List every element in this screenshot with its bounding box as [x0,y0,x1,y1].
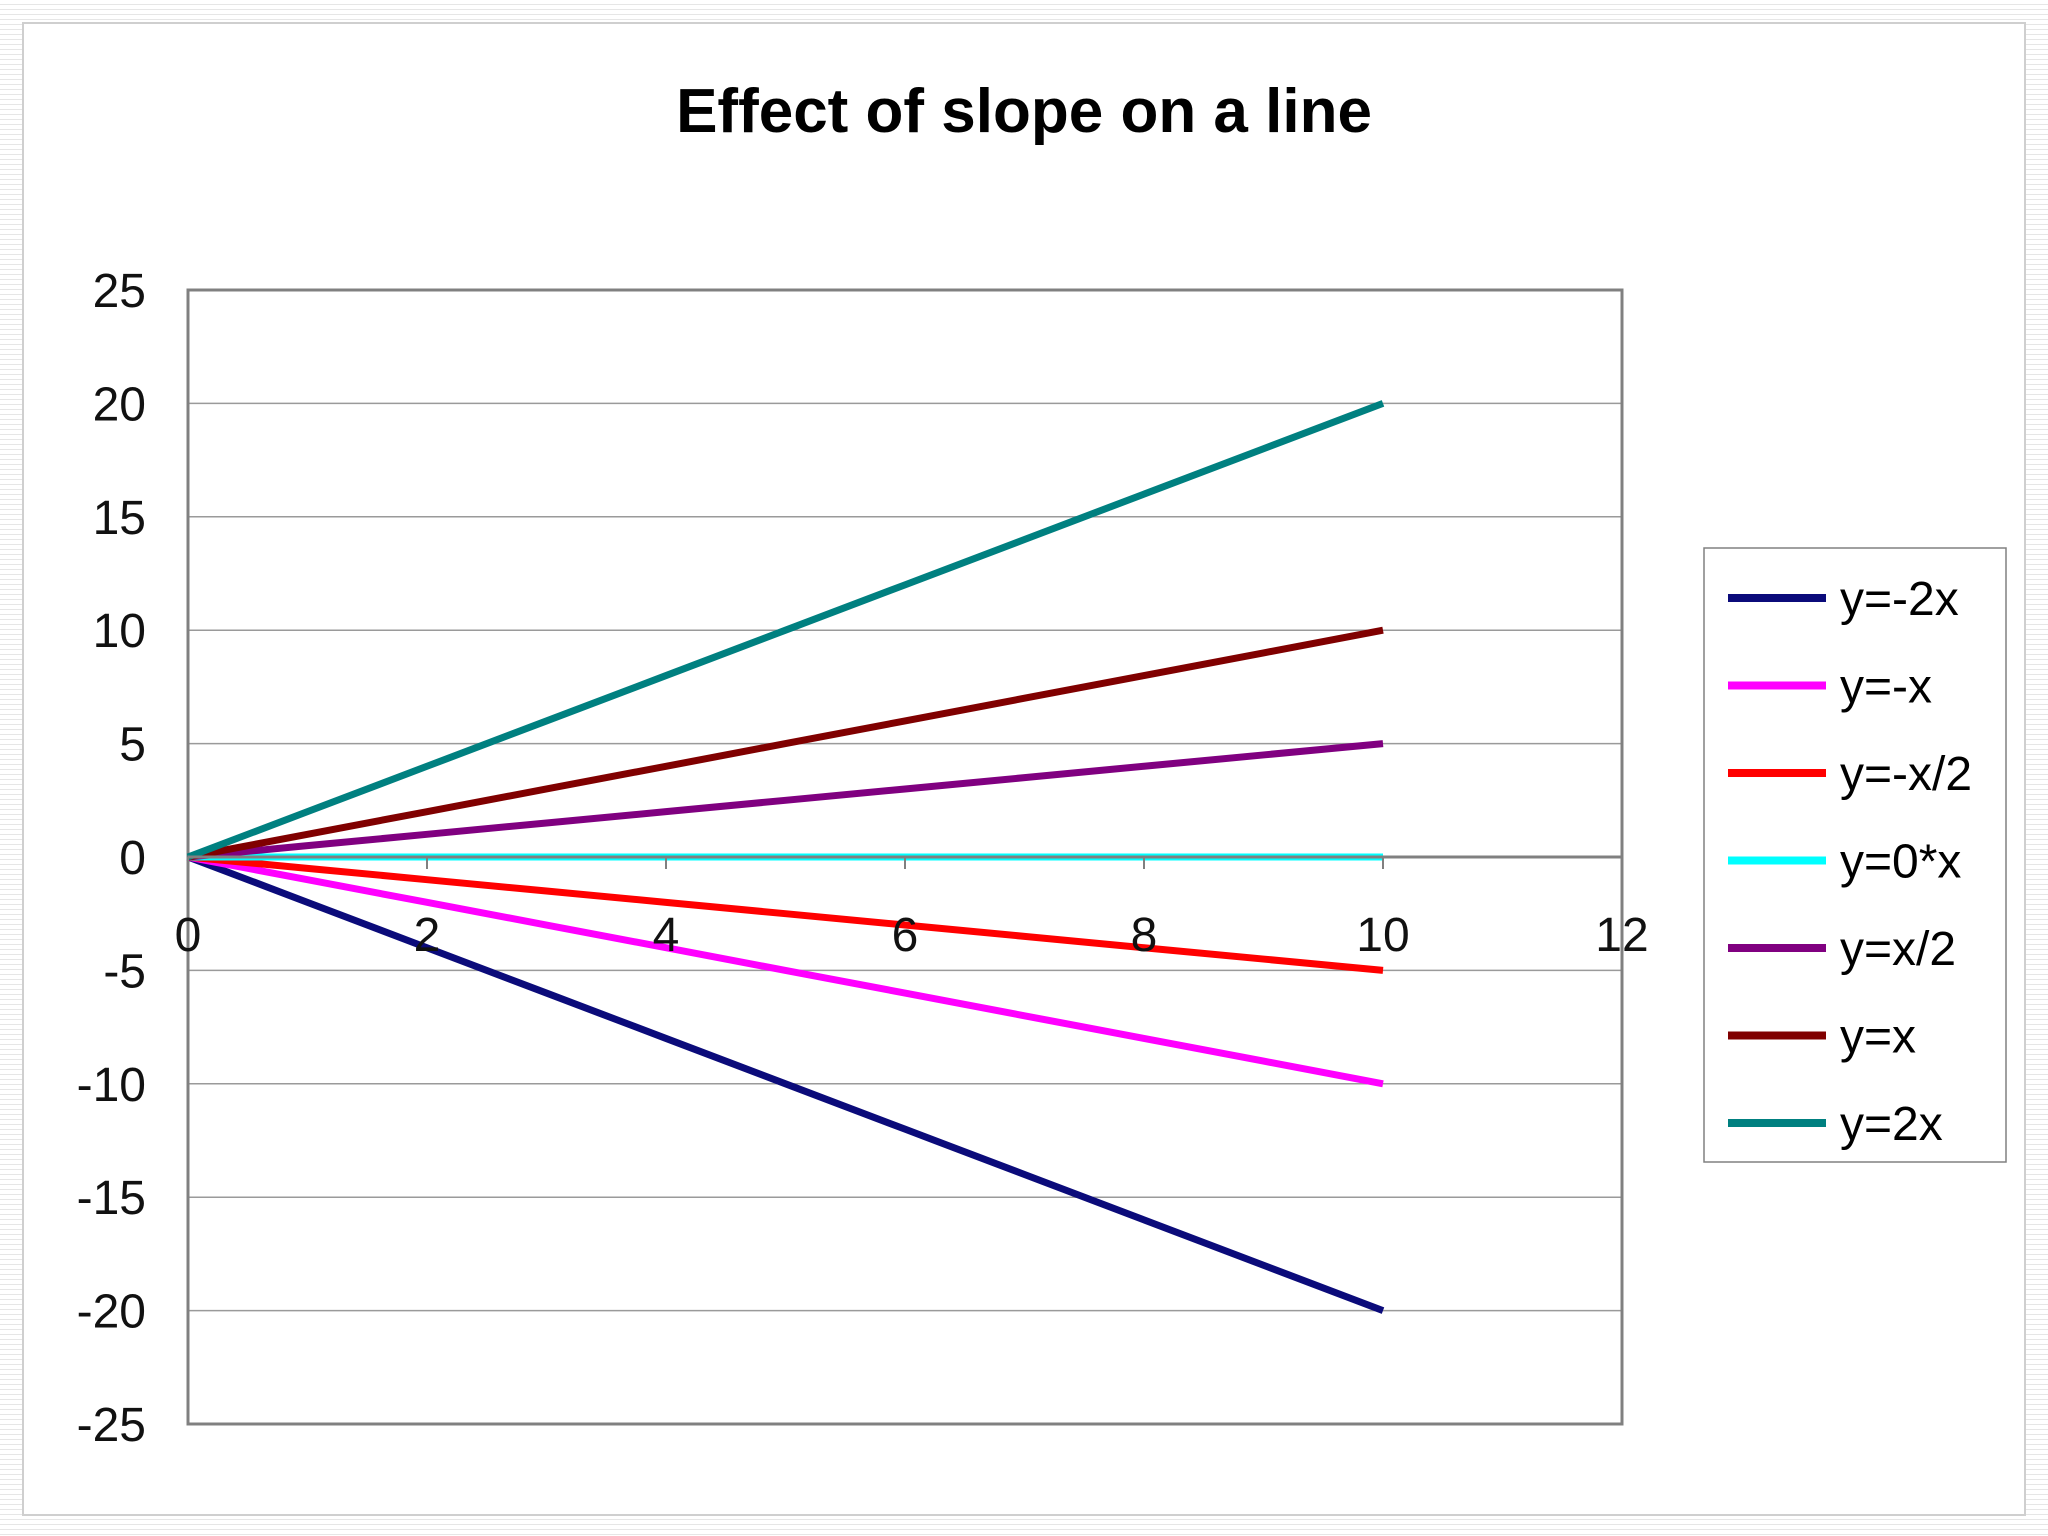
y-tick-label: 20 [93,378,146,431]
x-tick-label: 8 [1131,909,1158,962]
y-tick-label: 10 [93,605,146,658]
x-tick-label: 12 [1595,909,1648,962]
legend-label: y=2x [1840,1098,1943,1151]
y-tick-label: 0 [119,832,146,885]
y-tick-label: 15 [93,492,146,545]
axes: 25 20 15 10 5 0 -5 -10 -15 -20 -25 0 2 4 6 8 10 12 [77,265,1649,1452]
series-line-y=2x [186,400,1385,861]
legend-label: y=-2x [1840,573,1959,626]
y-tick-label: -25 [77,1399,146,1452]
legend-label: y=0*x [1840,836,1961,889]
x-tick-label: 0 [175,909,202,962]
legend-label: y=x [1840,1011,1916,1064]
chart-title: Effect of slope on a line [676,77,1372,146]
y-tick-label: -20 [77,1286,146,1339]
series-line-y=x/2 [187,740,1384,861]
y-tick-label: -15 [77,1172,146,1225]
x-tick-label: 2 [414,909,441,962]
x-tick-label: 10 [1356,909,1409,962]
series-line-y=-2x [186,853,1385,1314]
legend-label: y=-x [1840,661,1932,714]
x-tick-label: 4 [653,909,680,962]
series-line-y=x [187,626,1384,861]
chart-frame [22,22,2026,1516]
legend-box [1703,547,2007,1163]
y-tick-label: 5 [119,719,146,772]
y-tick-label: 25 [93,265,146,318]
legend: y=-2x y=-x y=-x/2 y=0*x y=x/2 y=x y=2x [1703,547,2007,1163]
legend-label: y=-x/2 [1840,748,1972,801]
y-tick-label: -10 [77,1059,146,1112]
x-tick-label: 6 [892,909,919,962]
y-tick-label: -5 [103,945,146,998]
series-line-y=-x [187,853,1384,1088]
series-line-y=-x/2 [187,853,1384,974]
legend-label: y=x/2 [1840,923,1956,976]
